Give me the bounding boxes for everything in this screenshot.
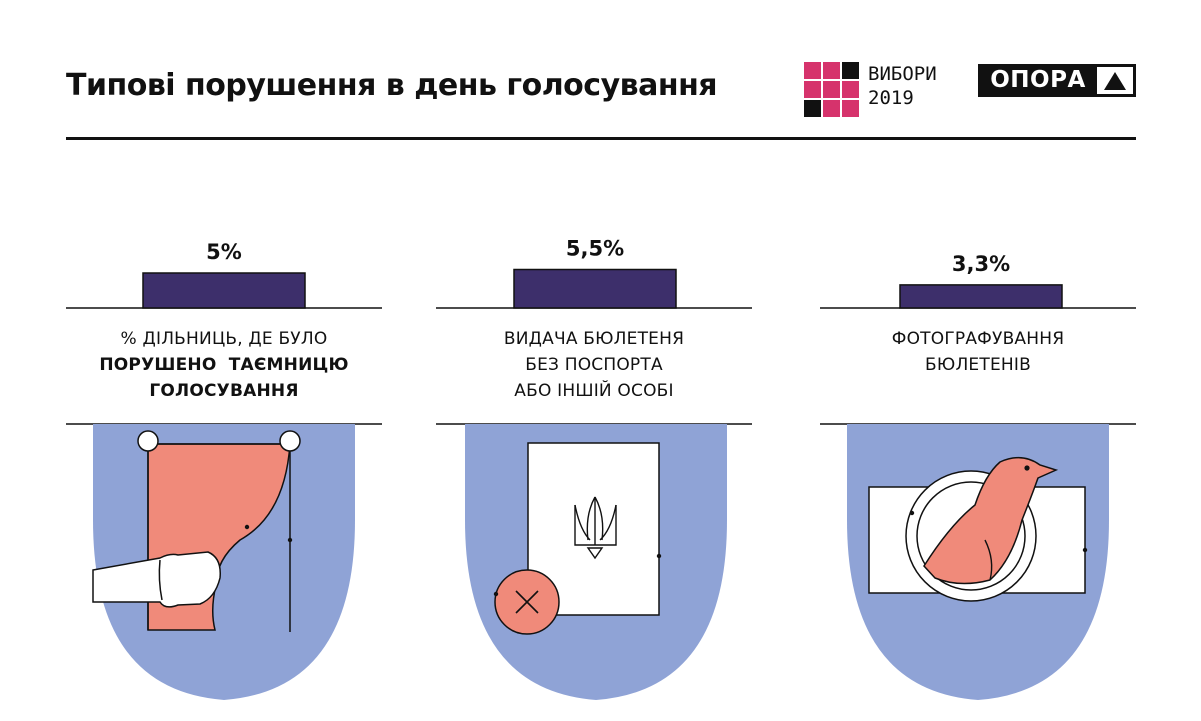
vybory-line2: 2019 bbox=[868, 87, 914, 109]
value-label-secrecy: 5% bbox=[206, 240, 242, 264]
value-label-photo: 3,3% bbox=[952, 252, 1010, 276]
header-divider bbox=[66, 137, 1136, 140]
category-secrecy-line3: ГОЛОСУВАННЯ bbox=[149, 381, 299, 401]
curtain-icon bbox=[92, 424, 355, 700]
category-ballot-line3: АБО ІНШІЙ ОСОБІ bbox=[514, 381, 674, 401]
category-ballot-line1: ВИДАЧА БЮЛЕТЕНЯ bbox=[503, 329, 685, 349]
category-label-ballot-issue: ВИДАЧА БЮЛЕТЕНЯ БЕЗ ПОСПОРТА АБО ІНШІЙ О… bbox=[429, 326, 759, 404]
bar-ballot-issue bbox=[513, 268, 677, 309]
vybory-logo-text: ВИБОРИ 2019 bbox=[868, 62, 937, 110]
ballot-trident-icon bbox=[465, 424, 727, 700]
category-secrecy-line1: % ДІЛЬНИЦЬ, ДЕ БУЛО bbox=[120, 329, 328, 349]
category-label-photo: ФОТОГРАФУВАННЯ БЮЛЕТЕНІВ bbox=[813, 326, 1143, 378]
category-ballot-line2: БЕЗ ПОСПОРТА bbox=[525, 355, 663, 375]
value-label-ballot-issue: 5,5% bbox=[566, 237, 624, 261]
category-photo-line2: БЮЛЕТЕНІВ bbox=[925, 355, 1031, 375]
vybory-logo-icon bbox=[804, 62, 859, 117]
category-secrecy-line2: ПОРУШЕНО ТАЄМНИЦЮ bbox=[99, 355, 349, 375]
opora-logo-text: ОПОРА bbox=[980, 65, 1096, 96]
page-title: Типові порушення в день голосування bbox=[66, 68, 718, 103]
category-label-secrecy: % ДІЛЬНИЦЬ, ДЕ БУЛО ПОРУШЕНО ТАЄМНИЦЮ ГО… bbox=[59, 326, 389, 404]
bar-photo bbox=[899, 284, 1063, 309]
vybory-line1: ВИБОРИ bbox=[868, 63, 937, 85]
category-photo-line1: ФОТОГРАФУВАННЯ bbox=[891, 329, 1065, 349]
bar-secrecy bbox=[142, 272, 306, 309]
camera-bird-icon bbox=[847, 424, 1109, 700]
